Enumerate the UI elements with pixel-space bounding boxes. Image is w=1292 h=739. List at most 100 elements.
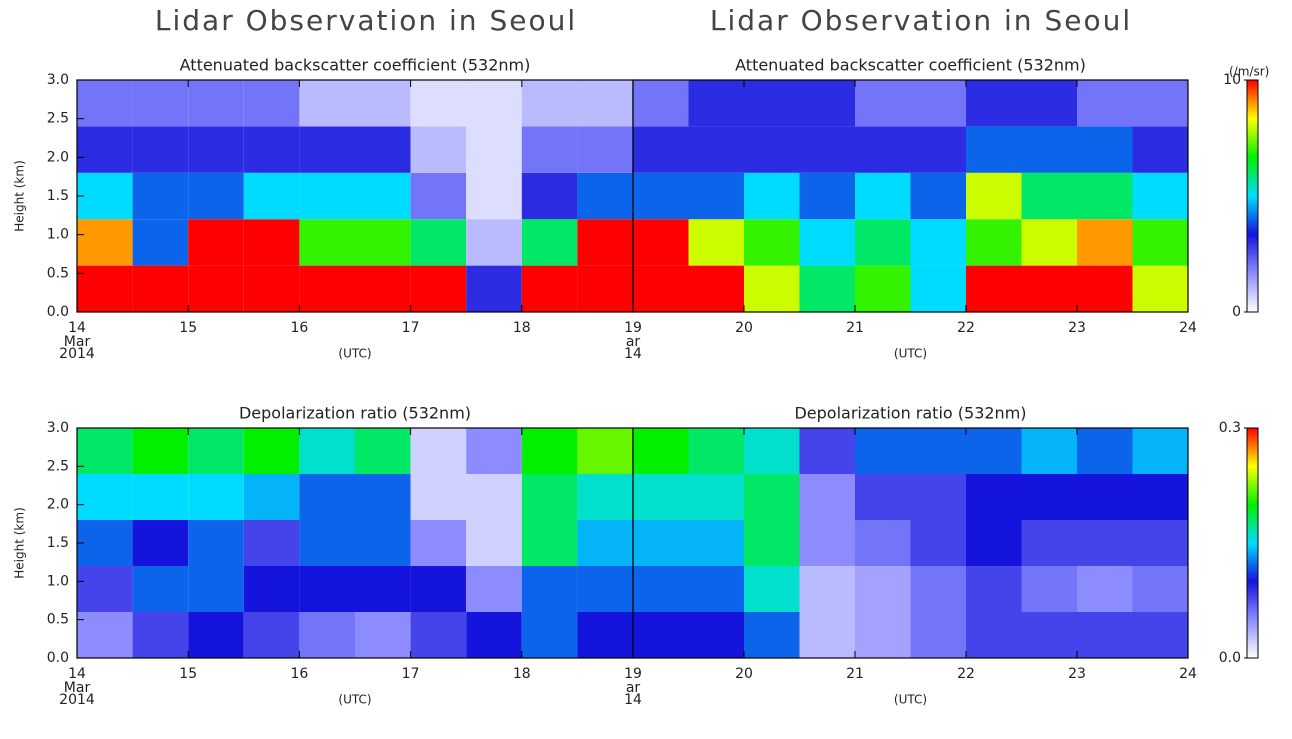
heat-cell	[466, 566, 522, 612]
heat-cell	[688, 265, 744, 312]
colorbar	[1246, 427, 1259, 659]
panel-title: Attenuated backscatter coefficient (532n…	[735, 56, 1086, 75]
heat-cell	[688, 428, 744, 474]
heat-cell	[910, 428, 966, 474]
heat-cell	[910, 172, 966, 220]
heat-cell	[132, 566, 189, 612]
heat-cell	[243, 126, 300, 173]
heat-cell	[633, 219, 689, 266]
heat-cell	[1021, 219, 1077, 266]
heat-cell	[132, 474, 189, 520]
heat-cell	[1077, 265, 1133, 312]
x-tick-label: 20	[735, 666, 753, 682]
heat-cell	[132, 172, 189, 220]
x-axis-label: (UTC)	[894, 347, 927, 361]
x-tick-label: 23	[1068, 320, 1086, 336]
heat-cell	[521, 219, 578, 266]
colorbar-tick-label: 0	[1232, 304, 1241, 320]
heat-cell	[521, 126, 578, 173]
heat-cell	[910, 612, 966, 658]
heat-cell	[633, 566, 689, 612]
y-tick-label: 1.5	[47, 188, 69, 204]
heat-cell	[799, 219, 855, 266]
y-tick-label: 0.0	[47, 304, 69, 320]
heat-cell	[521, 428, 578, 474]
heat-cell	[188, 80, 244, 127]
heat-cell	[77, 126, 133, 173]
x-tick-label: 17	[402, 320, 420, 336]
y-tick-label: 0.0	[47, 650, 69, 666]
x-tick-label: 16	[290, 320, 308, 336]
heat-cell	[299, 474, 355, 520]
heat-cell	[355, 566, 411, 612]
x-tick-label: 23	[1068, 666, 1086, 682]
heat-cell	[577, 219, 633, 266]
date-label: 14	[624, 692, 642, 708]
heat-cell	[1077, 474, 1133, 520]
heat-cell	[688, 566, 744, 612]
heat-cell	[355, 428, 411, 474]
date-label: 14	[624, 346, 642, 362]
heat-cell	[77, 520, 133, 566]
main-title: Lidar Observation in Seoul	[710, 4, 1132, 37]
heat-cell	[1021, 126, 1077, 173]
heat-cell	[77, 219, 133, 266]
heat-cell	[799, 172, 855, 220]
heat-cell	[77, 612, 133, 658]
heat-cell	[744, 520, 800, 566]
heat-cell	[355, 612, 411, 658]
x-tick-label: 24	[1179, 666, 1197, 682]
heat-cell	[77, 265, 133, 312]
heat-cell	[188, 566, 244, 612]
date-label: Mar	[64, 334, 91, 350]
colorbar-unit: (/m/sr)	[1229, 65, 1269, 79]
heat-cell	[799, 474, 855, 520]
heat-cell	[1132, 126, 1188, 173]
heat-cell	[744, 566, 800, 612]
y-tick-label: 0.5	[47, 612, 69, 628]
heat-cell	[410, 219, 467, 266]
y-tick-label: 2.5	[47, 458, 69, 474]
heat-cell	[132, 126, 189, 173]
heat-cell	[243, 265, 300, 312]
colorbar-tick-label: 0.0	[1219, 650, 1241, 666]
heat-cell	[355, 80, 411, 127]
heat-cell	[966, 566, 1022, 612]
heat-cell	[633, 265, 689, 312]
heat-cell	[132, 265, 189, 312]
heat-cell	[744, 219, 800, 266]
heat-cell	[1021, 80, 1077, 127]
heat-cell	[410, 172, 467, 220]
heat-cell	[1077, 219, 1133, 266]
heat-cell	[410, 474, 467, 520]
heat-cell	[799, 520, 855, 566]
heat-cell	[633, 172, 689, 220]
heat-cell	[355, 520, 411, 566]
heat-cell	[77, 428, 133, 474]
heat-cell	[466, 520, 522, 566]
heat-cell	[466, 172, 522, 220]
heat-cell	[688, 219, 744, 266]
heat-cell	[355, 474, 411, 520]
heat-cell	[521, 566, 578, 612]
y-tick-label: 2.0	[47, 497, 69, 513]
heat-cell	[299, 265, 355, 312]
date-label: 2014	[59, 346, 95, 362]
heat-cell	[466, 219, 522, 266]
heat-cell	[744, 172, 800, 220]
x-tick-label: 19	[624, 320, 642, 336]
heat-cell	[355, 265, 411, 312]
x-tick-label: 17	[402, 666, 420, 682]
y-tick-label: 3.0	[47, 420, 69, 436]
x-axis-label: (UTC)	[338, 347, 371, 361]
heat-cell	[77, 566, 133, 612]
heat-cell	[910, 80, 966, 127]
heat-cell	[188, 172, 244, 220]
heat-cell	[299, 80, 355, 127]
heat-cell	[966, 428, 1022, 474]
heat-cell	[466, 126, 522, 173]
colorbar-tick-label: 0.3	[1219, 420, 1241, 436]
heat-cell	[243, 172, 300, 220]
y-tick-label: 1.0	[47, 227, 69, 243]
